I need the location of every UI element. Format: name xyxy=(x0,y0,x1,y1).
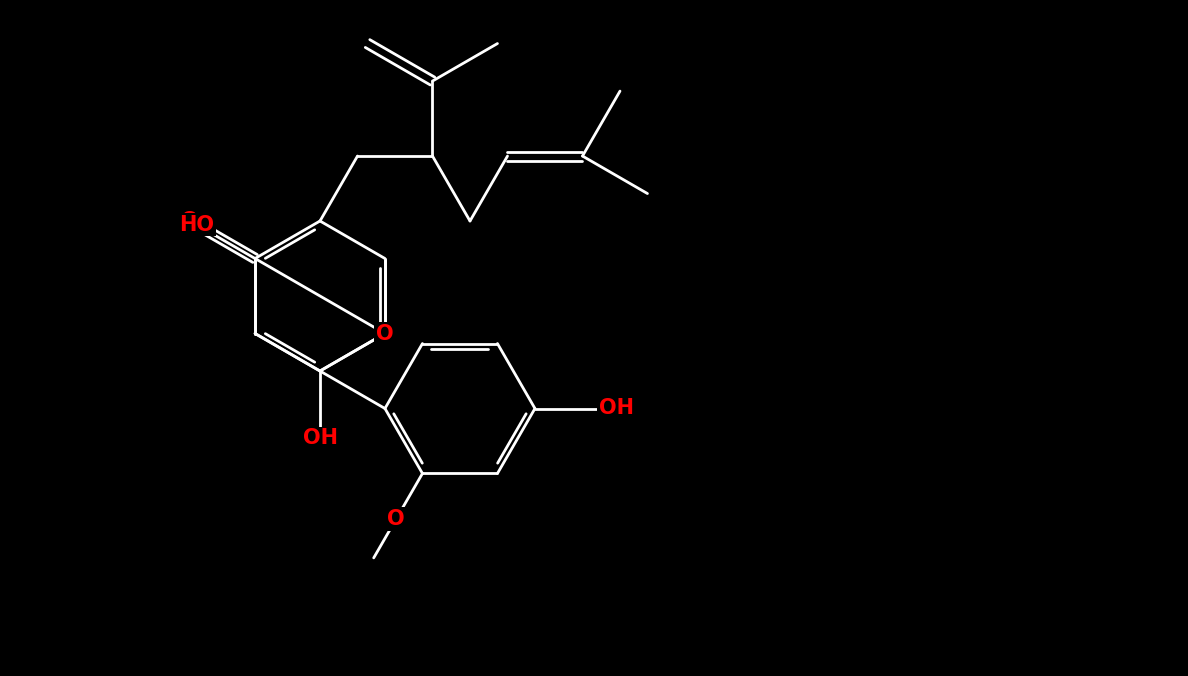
Text: OH: OH xyxy=(599,398,633,418)
Text: OH: OH xyxy=(303,429,337,448)
Text: O: O xyxy=(387,509,405,529)
Text: O: O xyxy=(377,324,393,343)
Text: O: O xyxy=(182,211,198,231)
Text: HO: HO xyxy=(179,215,214,235)
